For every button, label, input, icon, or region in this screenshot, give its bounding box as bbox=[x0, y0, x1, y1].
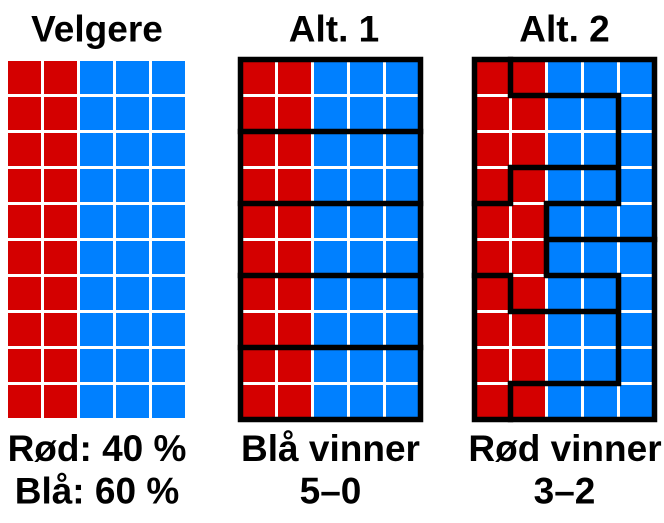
svg-text:Alt. 1: Alt. 1 bbox=[289, 9, 379, 50]
svg-text:Velgere: Velgere bbox=[31, 9, 163, 50]
svg-text:Blå: 60 %: Blå: 60 % bbox=[15, 471, 180, 512]
svg-text:Rød vinner: Rød vinner bbox=[468, 428, 661, 469]
svg-text:Blå vinner: Blå vinner bbox=[241, 428, 420, 469]
svg-text:Alt. 2: Alt. 2 bbox=[519, 9, 609, 50]
svg-text:5–0: 5–0 bbox=[300, 471, 362, 512]
svg-text:Rød: 40 %: Rød: 40 % bbox=[8, 428, 187, 469]
svg-text:3–2: 3–2 bbox=[534, 471, 596, 512]
